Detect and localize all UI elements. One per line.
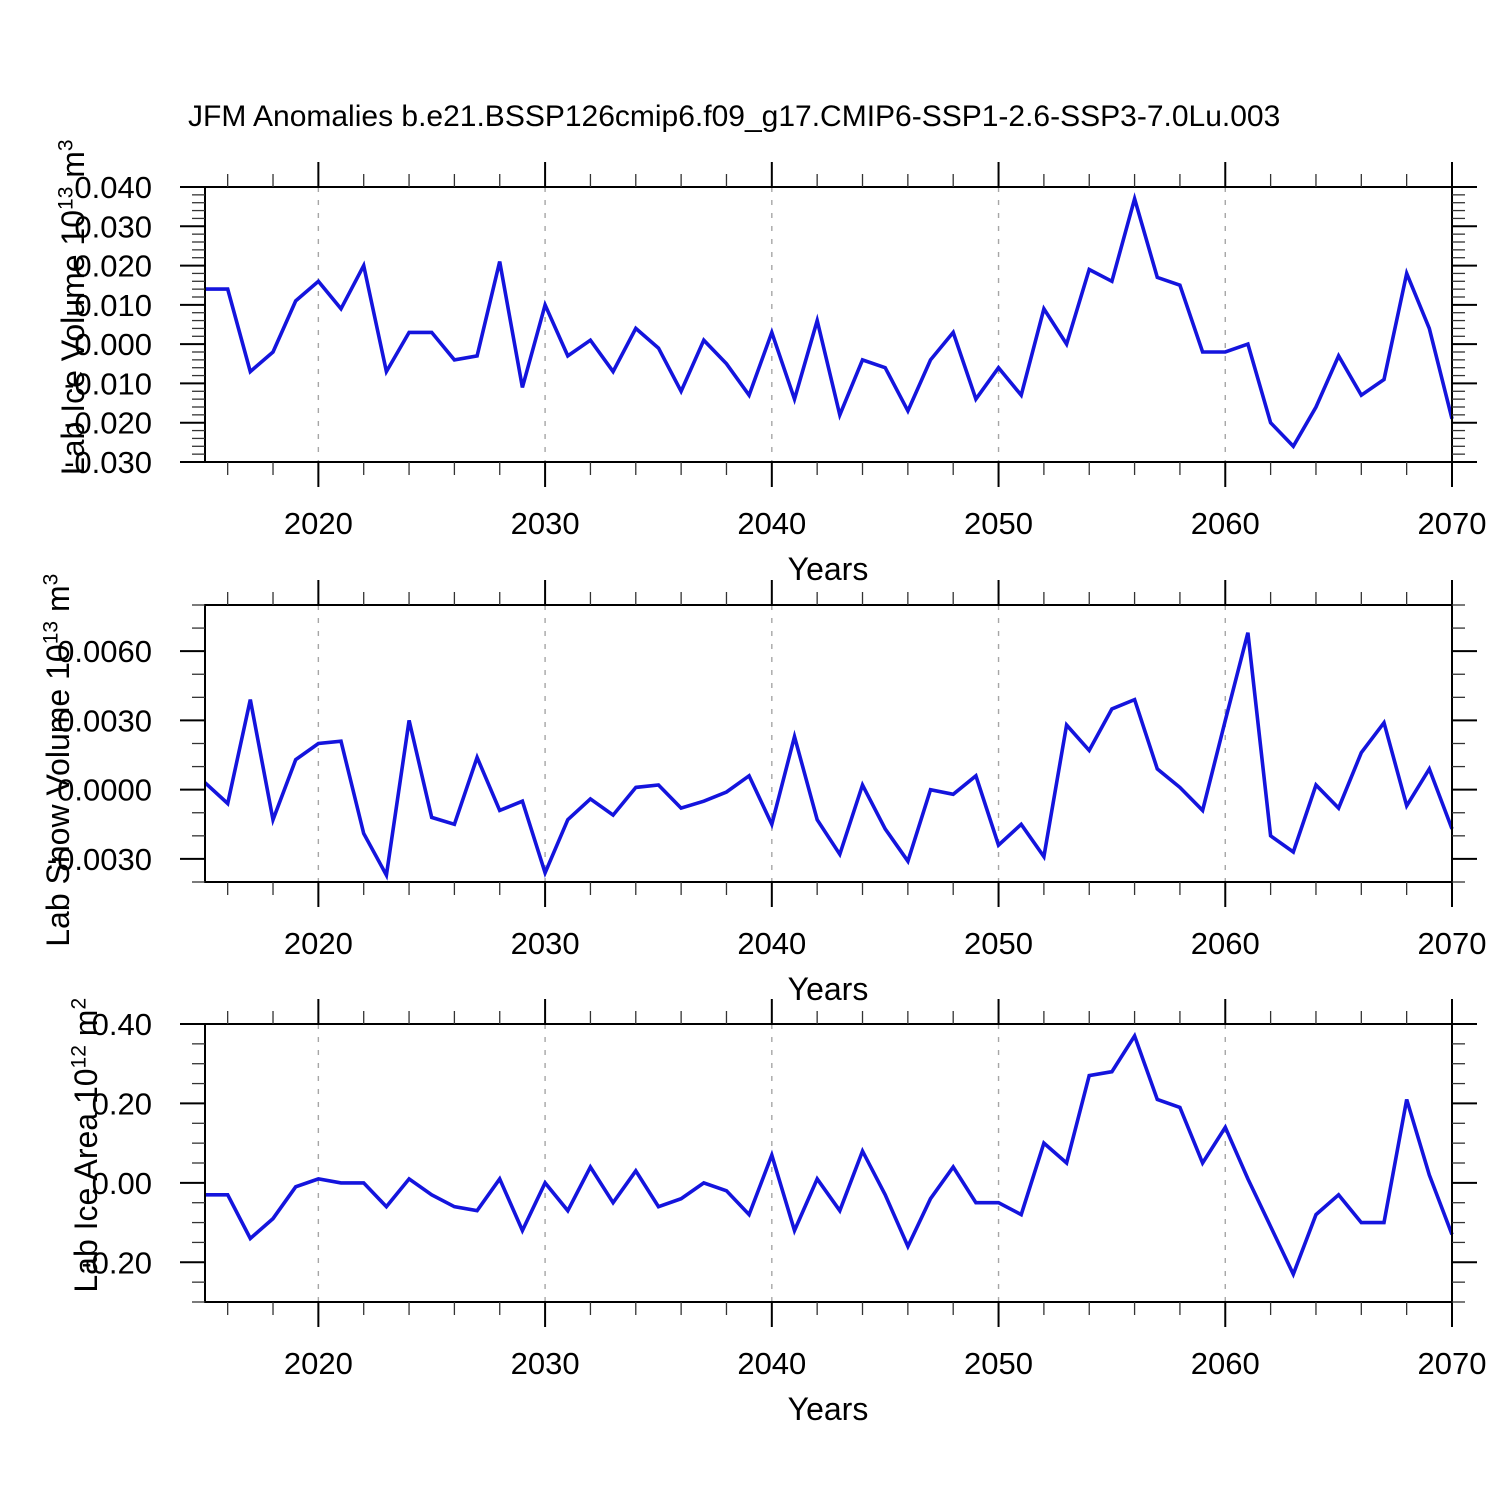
y-tick-label: 0.000 [74,327,152,362]
x-tick-label: 2060 [1191,1346,1260,1381]
panel-lab-ice-area-ticks [180,999,1477,1327]
x-axis-title-panel-2: Years [787,971,869,1007]
panel-lab-ice-volume: 0.040 0.030 0.020 0.010 0.000 -0.010 -0.020 -0.… [64,162,1486,541]
panel-lab-ice-volume-ticks [180,162,1477,487]
y-tick-label: 0.0000 [57,773,152,808]
panel-lab-ice-area-tick-labels: 0.40 0.20 0.00 -0.20 2020 2030 2040 2050 2060 207… [81,1007,1486,1381]
series-line-lab-ice-area [205,1031,1454,1279]
plot-title: JFM Anomalies b.e21.BSSP126cmip6.f09_g17… [188,100,1281,133]
panel-lab-snow-volume-gridlines [317,605,1226,882]
x-tick-label: 2050 [964,506,1033,541]
x-tick-label: 2060 [1191,506,1260,541]
y-tick-label: 0.020 [74,249,152,284]
x-tick-label: 2020 [284,506,353,541]
y-tick-label: 0.030 [74,209,152,244]
panel-lab-snow-volume-ticks [180,580,1477,907]
x-tick-label: 2070 [1418,926,1487,961]
y-tick-label: 0.00 [92,1166,152,1201]
panel-lab-snow-volume-tick-labels: 0.0060 0.0030 0.0000 -0.0030 2020 2030 2040 205… [47,634,1487,961]
panel-lab-ice-volume-tick-labels: 0.040 0.030 0.020 0.010 0.000 -0.010 -0.020 -0.… [64,170,1486,541]
unit-exponent: 3 [39,573,63,586]
unit-exponent: 3 [54,139,78,152]
series-line-lab-ice-volume [205,192,1454,450]
y-tick-label: 0.0030 [57,703,152,738]
unit: m [68,1009,104,1046]
x-axis-title-panel-1: Years [787,551,869,587]
panel-lab-ice-area-gridlines [317,1024,1226,1302]
x-tick-label: 2030 [511,926,580,961]
x-tick-label: 2030 [511,506,580,541]
panel-frame [204,186,1453,463]
x-tick-label: 2070 [1418,506,1487,541]
x-tick-label: 2060 [1191,926,1260,961]
y-tick-label: -0.010 [64,366,152,401]
unit-exponent: 2 [67,997,91,1010]
y-tick-label: -0.0030 [47,842,152,877]
y-tick-label: 0.0060 [57,634,152,669]
panel-lab-ice-volume-gridlines [317,187,1226,462]
x-tick-label: 2030 [511,1346,580,1381]
unit: m [55,151,91,187]
y-tick-label: 0.010 [74,288,152,323]
exponent: 13 [39,620,63,645]
x-tick-label: 2020 [284,1346,353,1381]
x-tick-label: 2070 [1418,1346,1487,1381]
x-tick-label: 2040 [737,506,806,541]
y-tick-label: 0.40 [92,1007,152,1042]
y-tick-label: -0.20 [81,1245,152,1280]
y-axis-title-text: Lab Ice Area 10 [68,1068,104,1293]
y-axis-title-text: Lab Ice Volume 10 [55,209,91,476]
exponent: 12 [67,1045,91,1069]
y-tick-label: -0.030 [64,445,152,480]
y-tick-label: 0.040 [74,170,152,205]
exponent: 13 [54,186,78,210]
x-tick-label: 2020 [284,926,353,961]
panel-lab-ice-area: 0.40 0.20 0.00 -0.20 2020 2030 2040 2050 2060 207… [81,999,1486,1381]
x-tick-label: 2040 [737,926,806,961]
series-line-lab-snow-volume [203,632,1454,881]
panel-frame [204,1023,1453,1303]
x-tick-label: 2040 [737,1346,806,1381]
x-tick-label: 2050 [964,926,1033,961]
panel-lab-snow-volume: 0.0060 0.0030 0.0000 -0.0030 2020 2030 2040 205… [47,580,1487,961]
x-axis-title-panel-3: Years [787,1391,869,1427]
y-tick-label: 0.20 [92,1086,152,1121]
y-tick-label: -0.020 [64,406,152,441]
x-tick-label: 2050 [964,1346,1033,1381]
y-axis-title-ice-area: Lab Ice Area 1012 m2 [23,853,104,1473]
unit: m [40,585,76,621]
